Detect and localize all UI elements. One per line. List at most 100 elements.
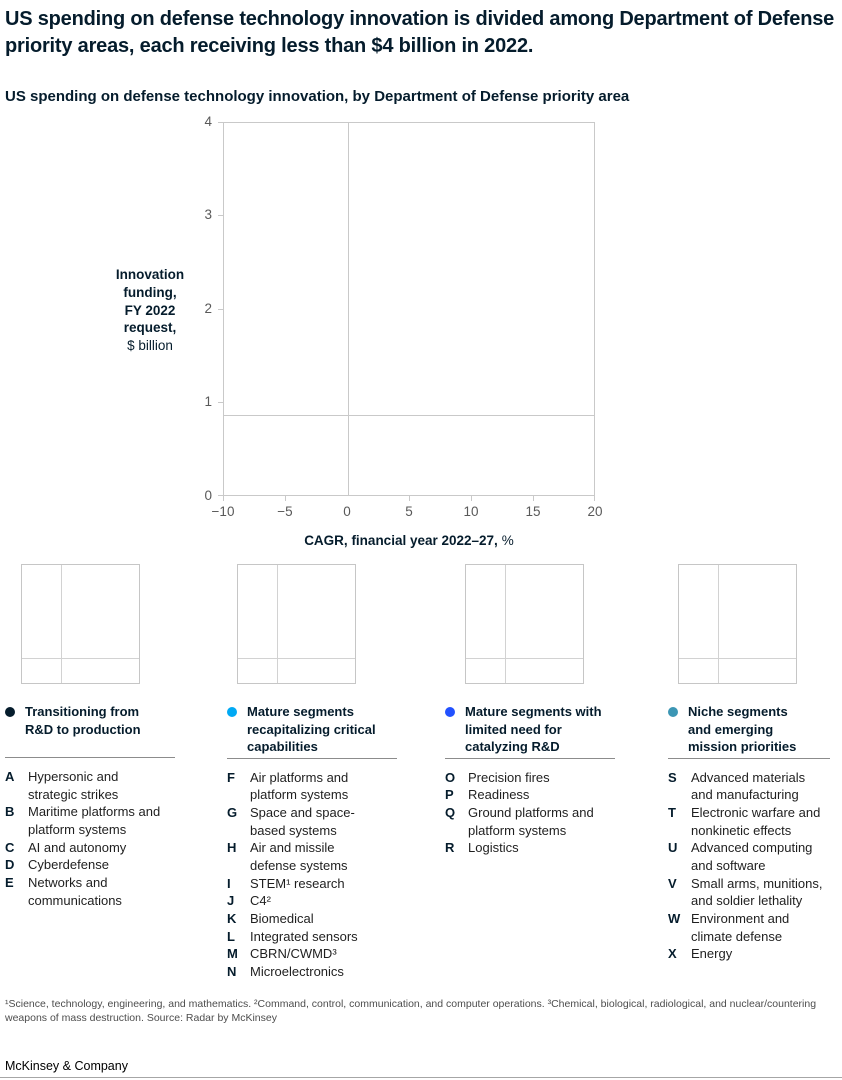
legend-item-key: S <box>668 769 677 785</box>
legend-item-P: P Readiness <box>445 786 618 804</box>
x-axis-label-text: CAGR, financial year 2022–27, <box>304 533 498 548</box>
x-tick-label: 5 <box>405 504 413 519</box>
x-tick-label: 20 <box>587 504 603 519</box>
legend-item-key: K <box>227 911 237 927</box>
y-tick-label: 0 <box>204 488 212 503</box>
legend-divider <box>668 757 830 759</box>
legend-divider <box>445 757 615 759</box>
legend-item-H: H Air and missile defense systems <box>227 839 397 874</box>
x-tick-mark <box>409 496 410 501</box>
legend-item-I: I STEM¹ research <box>227 875 397 893</box>
mini-quadrant-chart-1 <box>21 564 140 684</box>
legend-bullet-icon <box>5 707 15 717</box>
legend-bullet-icon <box>668 707 678 717</box>
legend-item-C: C AI and autonomy <box>5 839 175 857</box>
y-axis-label-line: request, <box>123 320 177 336</box>
legend-item-label: Integrated sensors <box>250 928 358 944</box>
legend-divider <box>227 757 397 759</box>
legend-group-header: Niche segments and emerging mission priori… <box>668 703 830 756</box>
y-tick-label: 4 <box>204 114 212 129</box>
mini-zero-line <box>505 565 506 683</box>
legend-item-label: Advanced materials and manufacturing <box>691 769 806 803</box>
x-tick-label: 15 <box>525 504 541 519</box>
y-axis-label-line: Innovation <box>115 267 185 282</box>
mini-reference-line <box>238 658 355 659</box>
legend-group-title: Mature segments with limited need for cata… <box>465 704 602 755</box>
legend-item-key: O <box>445 769 456 785</box>
legend-item-L: L Integrated sensors <box>227 928 397 946</box>
legend-item-key: B <box>5 804 15 820</box>
legend-item-U: U Advanced computing and software <box>668 839 830 874</box>
x-tick-mark <box>533 496 534 501</box>
legend-group-1: Transitioning from R&D to production A Hype… <box>5 703 175 909</box>
y-tick-mark <box>218 495 223 496</box>
legend-group-title: Transitioning from R&D to production <box>25 704 141 737</box>
legend-item-A: A Hypersonic and strategic strikes <box>5 768 175 803</box>
legend-item-key: N <box>227 964 237 980</box>
legend-item-key: C <box>5 839 15 855</box>
legend-item-N: N Microelectronics <box>227 963 397 981</box>
legend-item-label: AI and autonomy <box>28 839 127 855</box>
legend-item-T: T Electronic warfare and nonkinetic effec… <box>668 804 830 839</box>
x-tick-mark <box>223 496 224 501</box>
legend-group-2: Mature segments recapitalizing critical ca… <box>227 703 397 981</box>
legend-item-label: Small arms, munitions, and soldier letha… <box>691 875 823 909</box>
y-axis-unit: $ billion <box>127 338 173 354</box>
mini-quadrant-chart-3 <box>465 564 584 684</box>
legend-item-key: U <box>668 840 678 856</box>
legend-item-J: J C4² <box>227 892 397 910</box>
legend-item-key: P <box>445 787 454 803</box>
x-axis-unit: % <box>501 533 514 548</box>
legend-item-G: G Space and space-based systems <box>227 804 397 839</box>
legend-item-key: Q <box>445 804 456 820</box>
mini-reference-line <box>22 658 139 659</box>
legend-item-label: Ground platforms and platform systems <box>468 804 594 838</box>
legend-item-label: Hypersonic and strategic strikes <box>28 769 119 802</box>
legend-item-O: O Precision fires <box>445 769 618 787</box>
legend-bullet-icon <box>445 707 455 717</box>
legend-item-R: R Logistics <box>445 839 618 857</box>
bottom-divider <box>0 1077 842 1078</box>
legend-item-label: STEM¹ research <box>250 875 345 891</box>
y-tick-mark <box>218 402 223 403</box>
legend-item-label: Space and space-based systems <box>250 804 355 838</box>
mini-reference-line <box>679 658 796 659</box>
y-axis-label: Innovation funding, FY 2022 request, $ b… <box>70 266 230 355</box>
legend-item-list: S Advanced materials and manufacturing T El… <box>668 769 830 963</box>
y-axis-label-line: funding, <box>123 284 177 300</box>
y-tick-label: 2 <box>204 301 212 316</box>
legend-item-label: Electronic warfare and nonkinetic effect… <box>691 804 821 838</box>
legend-group-title: Mature segments recapitalizing critical ca… <box>247 704 376 755</box>
y-tick-label: 3 <box>204 207 212 222</box>
zero-cagr-reference-line <box>348 123 349 495</box>
legend-group-3: Mature segments with limited need for cata… <box>445 703 618 857</box>
legend-item-label: C4² <box>250 893 271 909</box>
x-tick-mark <box>594 496 595 501</box>
scatter-plot-area <box>223 122 595 496</box>
legend-item-label: Microelectronics <box>250 964 344 980</box>
mini-quadrant-chart-2 <box>237 564 356 684</box>
legend-item-E: E Networks and communications <box>5 874 175 909</box>
legend-item-key: H <box>227 840 237 856</box>
legend-item-label: Biomedical <box>250 911 314 927</box>
legend-item-key: T <box>668 804 676 820</box>
legend-divider <box>5 757 175 758</box>
legend-item-key: E <box>5 875 14 891</box>
legend-item-key: R <box>445 840 455 856</box>
mini-zero-line <box>718 565 719 683</box>
mini-reference-line <box>466 658 583 659</box>
legend-item-label: Readiness <box>468 787 530 803</box>
x-tick-label: 10 <box>463 504 479 519</box>
legend-item-key: D <box>5 857 15 873</box>
legend-item-label: CBRN/CWMD³ <box>250 946 337 962</box>
y-tick-mark <box>218 122 223 123</box>
y-tick-label: 1 <box>204 394 212 409</box>
legend-item-label: Logistics <box>468 840 519 856</box>
legend-item-D: D Cyberdefense <box>5 856 175 874</box>
legend-item-key: F <box>227 769 235 785</box>
x-tick-label: 0 <box>343 504 351 519</box>
y-axis-label-line: FY 2022 <box>124 302 176 318</box>
legend-item-Q: Q Ground platforms and platform systems <box>445 804 618 839</box>
legend-item-list: A Hypersonic and strategic strikes B Mariti… <box>5 768 175 909</box>
legend-item-F: F Air platforms and platform systems <box>227 769 397 804</box>
